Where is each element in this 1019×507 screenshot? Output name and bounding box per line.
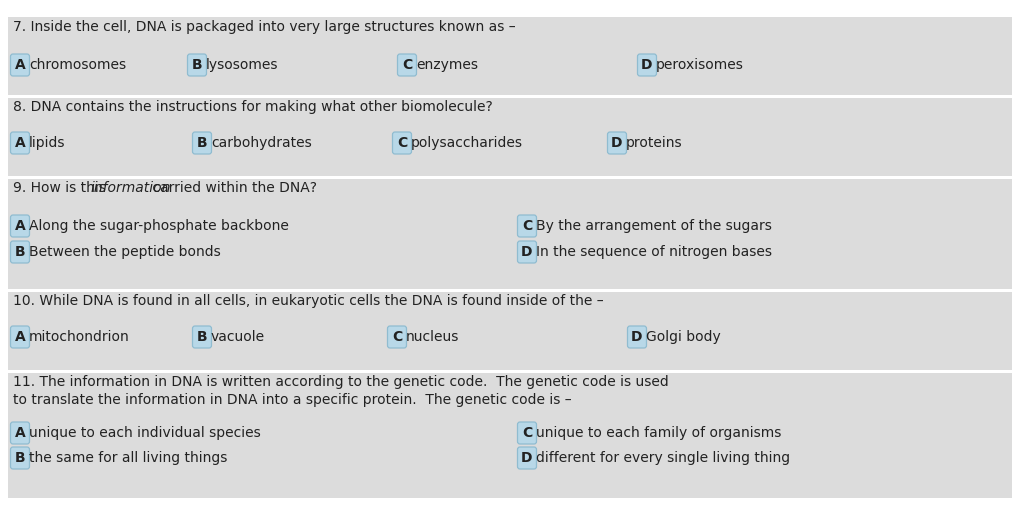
Text: proteins: proteins <box>626 136 682 150</box>
Text: By the arrangement of the sugars: By the arrangement of the sugars <box>535 219 771 233</box>
Text: D: D <box>631 330 642 344</box>
Text: 10. While DNA is found in all cells, in eukaryotic cells the DNA is found inside: 10. While DNA is found in all cells, in … <box>13 294 603 308</box>
FancyBboxPatch shape <box>8 292 1011 370</box>
Text: 9. How is this: 9. How is this <box>13 181 110 195</box>
FancyBboxPatch shape <box>517 241 536 263</box>
Text: A: A <box>14 426 25 440</box>
Text: Golgi body: Golgi body <box>645 330 720 344</box>
Text: peroxisomes: peroxisomes <box>655 58 743 72</box>
Text: A: A <box>14 219 25 233</box>
FancyBboxPatch shape <box>627 326 646 348</box>
Text: Along the sugar-phosphate backbone: Along the sugar-phosphate backbone <box>29 219 288 233</box>
Text: chromosomes: chromosomes <box>29 58 126 72</box>
Text: D: D <box>610 136 623 150</box>
Text: vacuole: vacuole <box>211 330 265 344</box>
Text: B: B <box>14 245 25 259</box>
FancyBboxPatch shape <box>397 54 416 76</box>
FancyBboxPatch shape <box>10 422 30 444</box>
FancyBboxPatch shape <box>517 422 536 444</box>
Text: polysaccharides: polysaccharides <box>411 136 523 150</box>
Text: Between the peptide bonds: Between the peptide bonds <box>29 245 220 259</box>
Text: A: A <box>14 136 25 150</box>
Text: C: C <box>391 330 401 344</box>
FancyBboxPatch shape <box>637 54 656 76</box>
Text: 8. DNA contains the instructions for making what other biomolecule?: 8. DNA contains the instructions for mak… <box>13 100 492 114</box>
FancyBboxPatch shape <box>193 132 211 154</box>
FancyBboxPatch shape <box>517 447 536 469</box>
FancyBboxPatch shape <box>8 373 1011 498</box>
FancyBboxPatch shape <box>8 179 1011 289</box>
Text: unique to each individual species: unique to each individual species <box>29 426 261 440</box>
Text: enzymes: enzymes <box>416 58 478 72</box>
FancyBboxPatch shape <box>10 447 30 469</box>
Text: carried within the DNA?: carried within the DNA? <box>148 181 317 195</box>
Text: 7. Inside the cell, DNA is packaged into very large structures known as –: 7. Inside the cell, DNA is packaged into… <box>13 20 516 34</box>
Text: In the sequence of nitrogen bases: In the sequence of nitrogen bases <box>535 245 771 259</box>
FancyBboxPatch shape <box>10 326 30 348</box>
Text: carbohydrates: carbohydrates <box>211 136 312 150</box>
Text: C: C <box>522 219 532 233</box>
FancyBboxPatch shape <box>517 215 536 237</box>
Text: B: B <box>197 330 207 344</box>
FancyBboxPatch shape <box>10 54 30 76</box>
Text: C: C <box>522 426 532 440</box>
Text: to translate the information in DNA into a specific protein.  The genetic code i: to translate the information in DNA into… <box>13 393 571 407</box>
Text: information: information <box>91 181 171 195</box>
Text: D: D <box>641 58 652 72</box>
Text: lysosomes: lysosomes <box>206 58 278 72</box>
Text: nucleus: nucleus <box>406 330 459 344</box>
Text: B: B <box>14 451 25 465</box>
FancyBboxPatch shape <box>193 326 211 348</box>
Text: 11. The information in DNA is written according to the genetic code.  The geneti: 11. The information in DNA is written ac… <box>13 375 668 389</box>
Text: A: A <box>14 330 25 344</box>
Text: C: C <box>401 58 412 72</box>
Text: D: D <box>521 245 532 259</box>
Text: A: A <box>14 58 25 72</box>
FancyBboxPatch shape <box>392 132 411 154</box>
Text: different for every single living thing: different for every single living thing <box>535 451 790 465</box>
FancyBboxPatch shape <box>8 98 1011 176</box>
Text: the same for all living things: the same for all living things <box>29 451 227 465</box>
Text: mitochondrion: mitochondrion <box>29 330 129 344</box>
Text: lipids: lipids <box>29 136 65 150</box>
Text: C: C <box>396 136 407 150</box>
FancyBboxPatch shape <box>10 132 30 154</box>
FancyBboxPatch shape <box>607 132 626 154</box>
FancyBboxPatch shape <box>187 54 206 76</box>
Text: B: B <box>197 136 207 150</box>
Text: D: D <box>521 451 532 465</box>
Text: B: B <box>192 58 202 72</box>
Text: unique to each family of organisms: unique to each family of organisms <box>535 426 781 440</box>
FancyBboxPatch shape <box>10 215 30 237</box>
FancyBboxPatch shape <box>8 17 1011 95</box>
FancyBboxPatch shape <box>10 241 30 263</box>
FancyBboxPatch shape <box>387 326 407 348</box>
